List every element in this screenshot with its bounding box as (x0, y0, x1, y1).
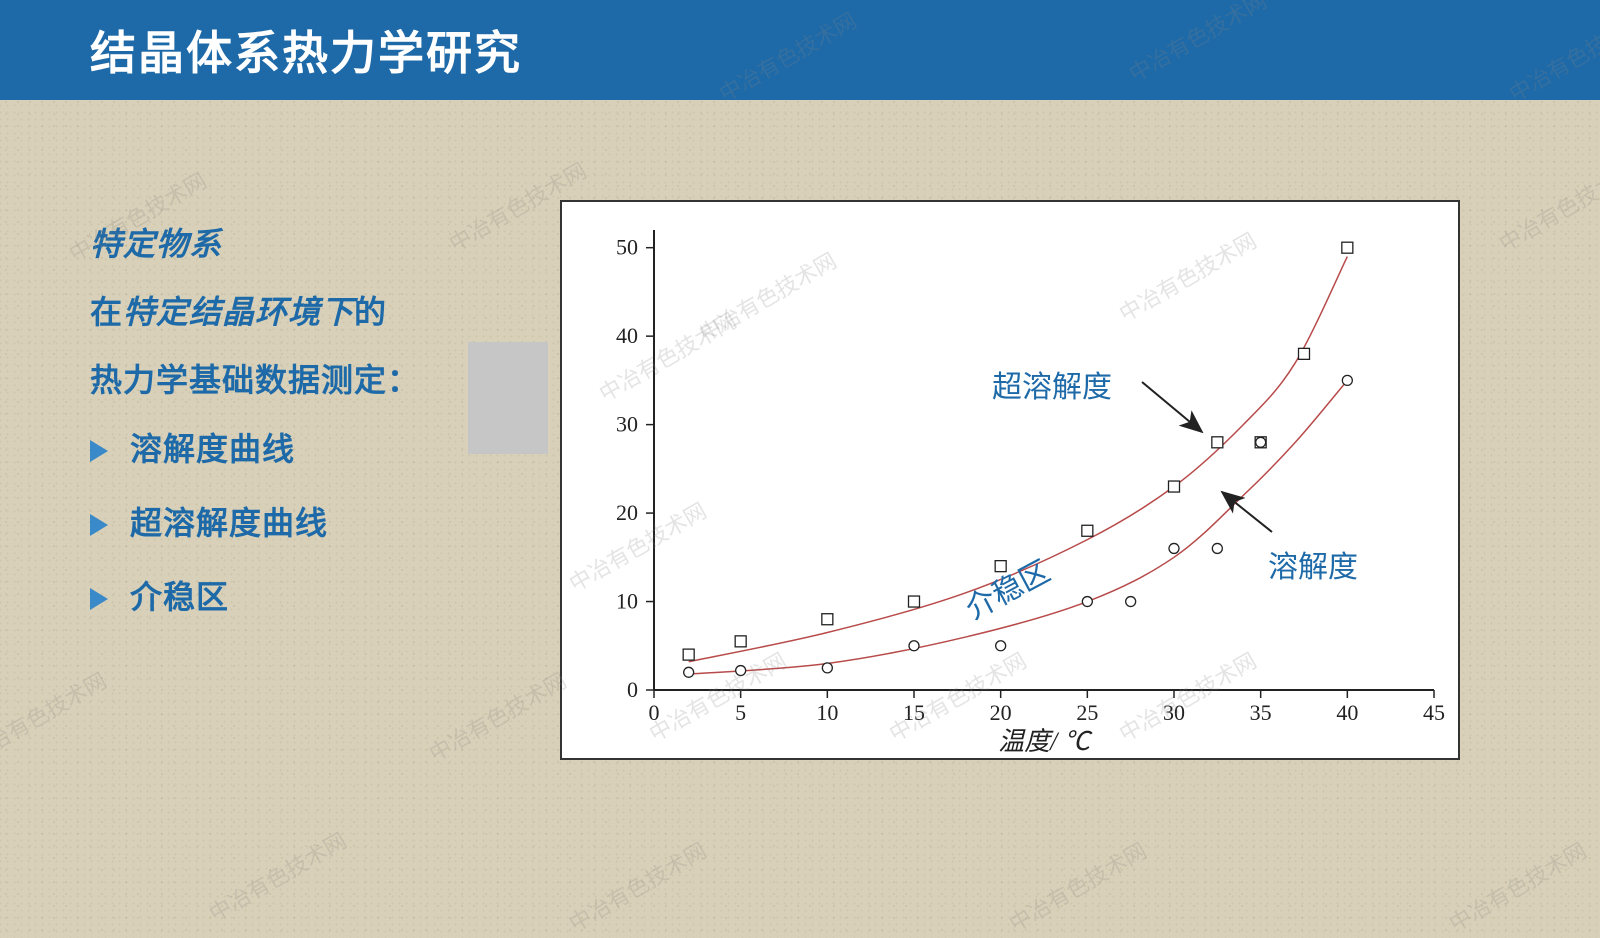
chart-svg: 0 5 10 15 20 25 30 35 40 45 0 10 20 30 40 50 温度/ ℃ (562, 202, 1458, 758)
bullet-label: 超溶解度曲线 (130, 505, 328, 541)
svg-text:0: 0 (649, 700, 660, 725)
svg-text:45: 45 (1423, 700, 1445, 725)
bullet-item: 溶解度曲线 (90, 424, 560, 470)
bullet-item: 介稳区 (90, 572, 560, 618)
svg-text:40: 40 (1336, 700, 1358, 725)
line-2: 在特定结晶环境下的 (90, 288, 560, 336)
svg-text:50: 50 (616, 235, 638, 260)
annotation-supersolubility: 超溶解度 (992, 362, 1112, 406)
svg-text:20: 20 (990, 700, 1012, 725)
svg-text:20: 20 (616, 500, 638, 525)
svg-text:15: 15 (903, 700, 925, 725)
left-text-panel: 特定物系 在特定结晶环境下的 热力学基础数据测定： 溶解度曲线 超溶解度曲线 介… (90, 220, 560, 646)
svg-text:10: 10 (816, 700, 838, 725)
page-title: 结晶体系热力学研究 (90, 17, 522, 83)
svg-text:25: 25 (1076, 700, 1098, 725)
triangle-icon (90, 514, 108, 536)
triangle-icon (90, 440, 108, 462)
bullet-label: 溶解度曲线 (130, 431, 295, 467)
line-3: 热力学基础数据测定： (90, 356, 560, 404)
triangle-icon (90, 588, 108, 610)
svg-text:0: 0 (627, 677, 638, 702)
line-1: 特定物系 (90, 220, 560, 268)
annotation-solubility: 溶解度 (1268, 542, 1358, 586)
svg-text:温度/ ℃: 温度/ ℃ (998, 727, 1093, 756)
svg-text:30: 30 (616, 412, 638, 437)
bullet-item: 超溶解度曲线 (90, 498, 560, 544)
svg-text:35: 35 (1250, 700, 1272, 725)
svg-text:30: 30 (1163, 700, 1185, 725)
title-bar: 结晶体系热力学研究 (0, 0, 1600, 100)
svg-text:5: 5 (735, 700, 746, 725)
solubility-chart: 05101520253035404501020304050温度/ ℃ 超溶解度 … (560, 200, 1460, 760)
svg-text:10: 10 (616, 589, 638, 614)
bullet-label: 介稳区 (130, 579, 229, 615)
svg-text:40: 40 (616, 323, 638, 348)
bullet-list: 溶解度曲线 超溶解度曲线 介稳区 (90, 424, 560, 618)
